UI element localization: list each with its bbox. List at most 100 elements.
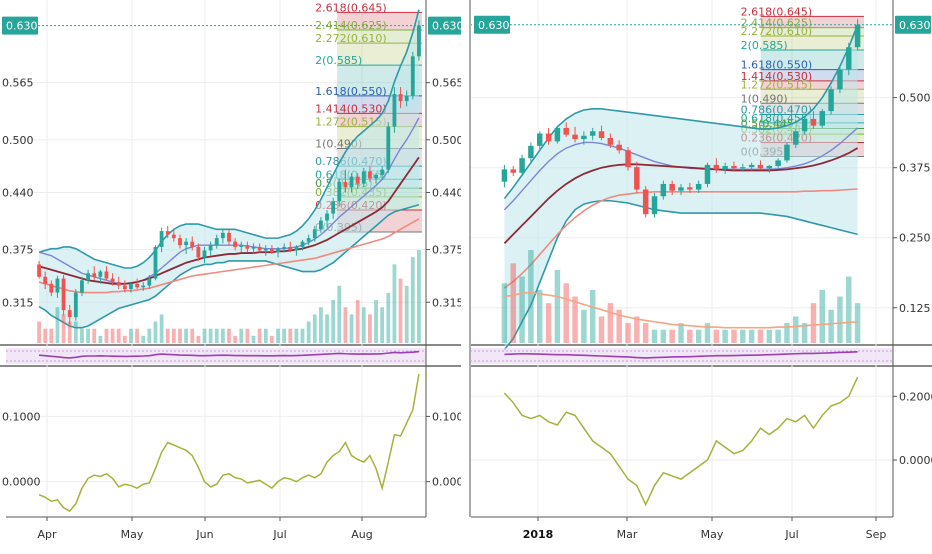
right-candle-body	[801, 118, 808, 132]
right-candle-body	[563, 127, 569, 135]
right-fib-label: 0.786(0.470)	[741, 103, 813, 116]
left-price-tick-label: 0.440	[432, 186, 464, 199]
right-candle-body	[846, 47, 852, 70]
left-volume-bar	[55, 307, 60, 343]
right-fib-zone	[760, 69, 864, 81]
left-volume-bar	[325, 314, 329, 343]
right-candle-body	[810, 118, 817, 126]
right-volume-bar	[766, 329, 773, 343]
right-volume-bar	[528, 250, 534, 343]
left-candle-body	[343, 181, 348, 188]
right-volume-bar	[642, 323, 649, 343]
right-candle-body	[731, 166, 737, 169]
right-volume-bar	[669, 329, 675, 343]
left-time-tick-label: Jun	[195, 528, 213, 541]
right-fib-zone	[760, 16, 864, 28]
left-volume-bar	[276, 328, 280, 343]
left-last-price-tag-text: 0.630	[432, 20, 464, 33]
left-candle-body	[171, 234, 176, 239]
right-volume-bar	[731, 329, 737, 343]
right-candle-body	[634, 167, 640, 190]
right-volume-bar	[616, 309, 622, 343]
right-volume-bar	[519, 276, 525, 343]
left-volume-bar	[227, 328, 231, 343]
right-fib-label: 2(0.585)	[741, 39, 788, 52]
right-fib-label: 1.414(0.530)	[741, 70, 813, 83]
right-volume-bar	[651, 329, 658, 343]
left-time-tick-label: Jul	[272, 528, 286, 541]
right-candle-body	[572, 134, 578, 140]
right-time-tick-label: Sep	[866, 528, 887, 541]
right-volume-ma	[504, 291, 858, 329]
left-chart-panel: 2.618(0.645)2.414(0.625)2.272(0.610)2(0.…	[2, 0, 471, 541]
right-volume-bar	[704, 323, 711, 343]
right-candle-body	[598, 131, 605, 138]
left-bollinger-lower	[38, 203, 420, 329]
left-volume-bar	[73, 321, 78, 343]
left-last-price-tag	[428, 16, 464, 35]
left-volume-bar	[116, 328, 121, 343]
right-volume-bar	[695, 329, 702, 343]
right-candle-body	[757, 164, 764, 169]
left-candle-body	[349, 176, 354, 188]
right-volume-bar	[740, 329, 746, 343]
left-volume-bar	[159, 314, 164, 343]
left-volume-bar	[312, 314, 317, 343]
left-candle-body	[159, 231, 164, 247]
left-candle-body	[147, 278, 152, 286]
right-volume-bar	[625, 323, 631, 343]
left-candle-body	[73, 292, 78, 318]
left-volume-bar	[417, 250, 421, 343]
left-volume-bar	[178, 328, 182, 343]
left-candle-body	[398, 94, 403, 102]
right-oscillator-line	[503, 376, 859, 507]
left-volume-bar	[37, 321, 41, 343]
left-candle-body	[92, 273, 97, 277]
left-candle-body	[355, 176, 360, 184]
left-candle-body	[55, 278, 60, 293]
right-candle-body	[678, 187, 684, 191]
left-volume-bar	[184, 328, 189, 343]
left-candle-body	[233, 241, 238, 247]
right-chart-panel: 2.618(0.645)2.414(0.625)2.272(0.610)2(0.…	[470, 0, 932, 541]
right-volume-bar	[510, 263, 516, 343]
right-volume-bar	[713, 329, 720, 343]
right-candle-body	[766, 166, 773, 169]
left-time-tick-label: Apr	[37, 528, 57, 541]
left-candle-body	[251, 246, 256, 249]
left-volume-bar	[349, 314, 354, 343]
left-fib-label: 1.272(0.515)	[315, 116, 387, 129]
right-candle-body	[748, 164, 755, 168]
left-candle-body	[392, 94, 397, 127]
left-fib-zone	[337, 29, 422, 44]
right-volume-bar	[837, 296, 843, 343]
left-volume-bar	[61, 314, 66, 343]
right-volume-bar	[748, 329, 755, 343]
right-candle-body	[793, 131, 799, 145]
left-volume-bar	[80, 328, 84, 343]
right-time-tick-label: Jul	[784, 528, 798, 541]
left-price-tick-label: 0.565	[432, 77, 464, 90]
right-candle-body	[722, 166, 728, 170]
left-candle-body	[337, 181, 342, 202]
left-volume-bar	[239, 328, 244, 343]
left-volume-bar	[129, 328, 133, 343]
left-volume-bar	[410, 257, 415, 343]
right-volume-bar	[757, 329, 764, 343]
right-volume-bar	[793, 316, 799, 343]
left-candle-body	[122, 285, 127, 290]
right-volume-bar	[572, 296, 578, 343]
left-rsi-line	[39, 350, 420, 359]
left-volume-bar	[263, 328, 268, 343]
right-price-tick-label: 0.375	[899, 162, 931, 175]
left-volume-bar	[355, 300, 360, 343]
left-osc-tick-label-left: 0.1000	[2, 410, 41, 423]
right-fib-label: 2.414(0.625)	[741, 17, 813, 30]
left-volume-bar	[257, 328, 262, 343]
right-price-tick-label: 0.250	[899, 232, 931, 245]
left-candle-body	[184, 241, 189, 246]
left-candle-body	[98, 271, 103, 277]
left-candle-body	[300, 241, 305, 247]
right-fib-zone	[760, 80, 864, 90]
